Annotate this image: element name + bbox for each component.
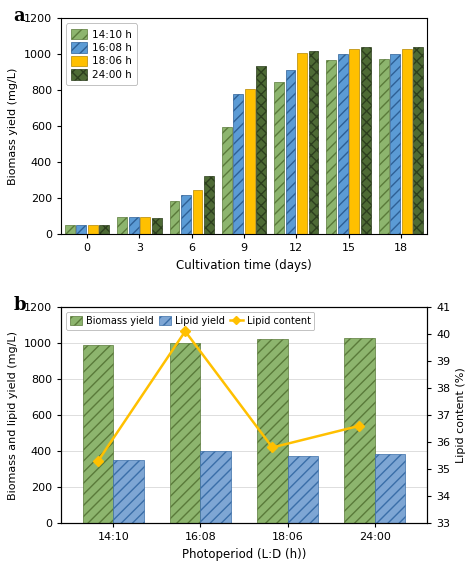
Bar: [170, 343, 201, 523]
Bar: [361, 47, 371, 234]
Bar: [297, 53, 307, 234]
Bar: [170, 201, 180, 234]
Bar: [285, 69, 295, 234]
Lipid content: [270, 444, 275, 451]
Lipid content: [356, 422, 362, 429]
Bar: [204, 176, 214, 234]
Bar: [245, 89, 255, 234]
Bar: [274, 83, 284, 234]
Text: a: a: [13, 7, 25, 26]
Bar: [288, 456, 318, 523]
Bar: [233, 94, 243, 234]
Bar: [309, 51, 319, 234]
Bar: [192, 190, 202, 234]
Bar: [181, 195, 191, 234]
Bar: [401, 50, 411, 234]
Bar: [344, 337, 374, 523]
Bar: [326, 60, 336, 234]
Bar: [152, 218, 162, 234]
Y-axis label: Biomass yield (mg/L): Biomass yield (mg/L): [9, 68, 18, 185]
Text: b: b: [13, 296, 26, 314]
Legend: 14:10 h, 16:08 h, 18:06 h, 24:00 h: 14:10 h, 16:08 h, 18:06 h, 24:00 h: [66, 23, 137, 85]
Bar: [83, 345, 113, 523]
Bar: [140, 217, 150, 234]
Bar: [379, 59, 389, 234]
Bar: [113, 460, 144, 523]
Bar: [349, 50, 359, 234]
Y-axis label: Biomass and lipid yield (mg/L): Biomass and lipid yield (mg/L): [9, 331, 18, 500]
Bar: [88, 225, 98, 234]
Bar: [100, 225, 109, 234]
Bar: [413, 47, 423, 234]
Bar: [222, 127, 232, 234]
Bar: [65, 225, 75, 234]
Bar: [201, 451, 231, 523]
Bar: [256, 66, 266, 234]
X-axis label: Cultivation time (days): Cultivation time (days): [176, 259, 312, 272]
Bar: [374, 454, 405, 523]
Bar: [338, 54, 348, 234]
Bar: [76, 225, 86, 234]
Y-axis label: Lipid content (%): Lipid content (%): [456, 367, 465, 463]
Legend: Biomass yield, Lipid yield, Lipid content: Biomass yield, Lipid yield, Lipid conten…: [66, 312, 314, 329]
Line: Lipid content: Lipid content: [95, 328, 363, 464]
Lipid content: [182, 328, 188, 335]
X-axis label: Photoperiod (L:D (h)): Photoperiod (L:D (h)): [182, 548, 306, 560]
Bar: [129, 217, 139, 234]
Bar: [257, 339, 288, 523]
Bar: [390, 54, 400, 234]
Lipid content: [95, 457, 101, 464]
Bar: [117, 217, 127, 234]
